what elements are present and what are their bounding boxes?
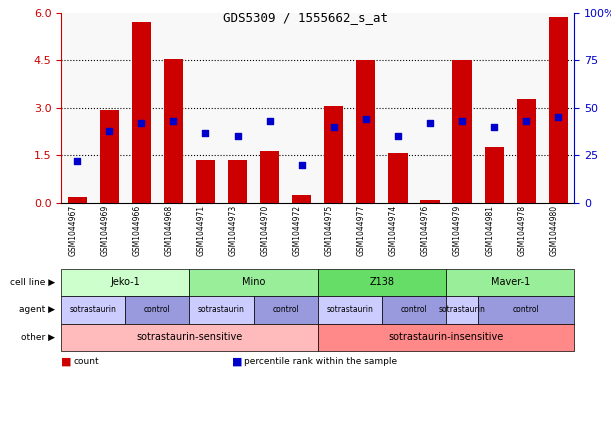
Text: GSM1044976: GSM1044976 bbox=[421, 205, 430, 256]
Bar bbox=[389, 153, 408, 203]
Text: GSM1044968: GSM1044968 bbox=[164, 205, 174, 256]
Point bbox=[72, 158, 82, 165]
Text: other ▶: other ▶ bbox=[21, 333, 55, 342]
Bar bbox=[549, 17, 568, 203]
Text: GSM1044973: GSM1044973 bbox=[229, 205, 238, 256]
Point bbox=[521, 118, 531, 125]
Bar bbox=[100, 110, 119, 203]
Bar bbox=[196, 160, 215, 203]
Text: control: control bbox=[144, 305, 170, 314]
Text: GSM1044966: GSM1044966 bbox=[133, 205, 141, 256]
Text: control: control bbox=[273, 305, 299, 314]
Point bbox=[329, 124, 338, 130]
Point bbox=[200, 129, 210, 136]
Point bbox=[393, 133, 403, 140]
Text: Maver-1: Maver-1 bbox=[491, 277, 530, 287]
Text: sotrastaurin: sotrastaurin bbox=[326, 305, 373, 314]
Bar bbox=[356, 60, 375, 203]
Text: sotrastaurin-sensitive: sotrastaurin-sensitive bbox=[136, 332, 243, 342]
Point bbox=[457, 118, 467, 125]
Point bbox=[169, 118, 178, 125]
Text: GSM1044971: GSM1044971 bbox=[197, 205, 205, 256]
Point bbox=[233, 133, 243, 140]
Bar bbox=[68, 197, 87, 203]
Point bbox=[489, 124, 499, 130]
Text: ■: ■ bbox=[61, 357, 71, 367]
Point bbox=[265, 118, 274, 125]
Bar bbox=[485, 147, 503, 203]
Text: Jeko-1: Jeko-1 bbox=[111, 277, 140, 287]
Text: Z138: Z138 bbox=[370, 277, 394, 287]
Point bbox=[136, 120, 146, 126]
Text: sotrastaurin: sotrastaurin bbox=[70, 305, 117, 314]
Bar bbox=[228, 159, 247, 203]
Text: GSM1044978: GSM1044978 bbox=[518, 205, 526, 256]
Text: GSM1044981: GSM1044981 bbox=[485, 205, 494, 256]
Point bbox=[297, 162, 307, 168]
Text: count: count bbox=[73, 357, 99, 366]
Text: GSM1044972: GSM1044972 bbox=[293, 205, 302, 256]
Text: GDS5309 / 1555662_s_at: GDS5309 / 1555662_s_at bbox=[223, 11, 388, 24]
Bar bbox=[132, 22, 151, 203]
Text: GSM1044979: GSM1044979 bbox=[453, 205, 462, 256]
Text: agent ▶: agent ▶ bbox=[19, 305, 55, 314]
Text: percentile rank within the sample: percentile rank within the sample bbox=[244, 357, 398, 366]
Bar bbox=[420, 200, 439, 203]
Point bbox=[425, 120, 435, 126]
Bar bbox=[324, 106, 343, 203]
Point bbox=[361, 116, 371, 123]
Text: sotrastaurin: sotrastaurin bbox=[198, 305, 245, 314]
Bar bbox=[292, 195, 311, 203]
Text: GSM1044980: GSM1044980 bbox=[549, 205, 558, 256]
Text: control: control bbox=[401, 305, 427, 314]
Text: sotrastaurin-insensitive: sotrastaurin-insensitive bbox=[389, 332, 503, 342]
Bar bbox=[260, 151, 279, 203]
Text: GSM1044969: GSM1044969 bbox=[100, 205, 109, 256]
Text: GSM1044977: GSM1044977 bbox=[357, 205, 366, 256]
Bar bbox=[452, 60, 472, 203]
Bar bbox=[516, 99, 536, 203]
Text: Mino: Mino bbox=[242, 277, 265, 287]
Text: ■: ■ bbox=[232, 357, 243, 367]
Bar bbox=[164, 59, 183, 203]
Text: sotrastaurin: sotrastaurin bbox=[439, 305, 486, 314]
Text: GSM1044970: GSM1044970 bbox=[261, 205, 269, 256]
Text: GSM1044974: GSM1044974 bbox=[389, 205, 398, 256]
Text: GSM1044975: GSM1044975 bbox=[325, 205, 334, 256]
Text: control: control bbox=[513, 305, 540, 314]
Text: cell line ▶: cell line ▶ bbox=[10, 278, 55, 287]
Point bbox=[104, 127, 114, 134]
Point bbox=[554, 114, 563, 121]
Text: GSM1044967: GSM1044967 bbox=[68, 205, 77, 256]
